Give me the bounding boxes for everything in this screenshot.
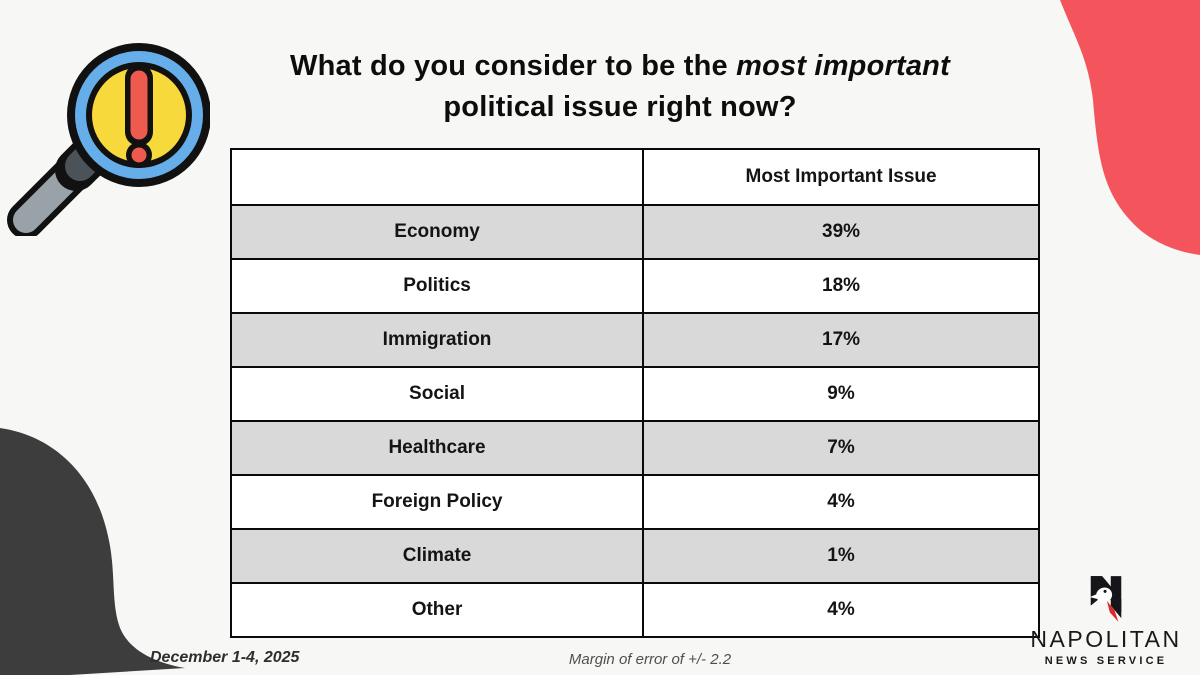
napolitan-eagle-n-icon bbox=[1089, 576, 1122, 622]
table-row: Immigration 17% bbox=[229, 312, 1040, 368]
value-cell: 4% bbox=[642, 474, 1040, 530]
value-cell: 17% bbox=[642, 312, 1040, 368]
magnifying-glass-alert-icon bbox=[7, 43, 210, 236]
red-corner-blob bbox=[1060, 0, 1200, 255]
value-cell: 7% bbox=[642, 420, 1040, 476]
table-body: Economy 39% Politics 18% Immigration 17% Socia… bbox=[229, 204, 1040, 638]
napolitan-logo: NAPOLITAN NEWS SERVICE bbox=[1026, 574, 1186, 667]
dark-corner-blob bbox=[0, 428, 185, 675]
value-cell: 18% bbox=[642, 258, 1040, 314]
value-cell: 39% bbox=[642, 204, 1040, 260]
logo-name: NAPOLITAN bbox=[1030, 626, 1182, 652]
issue-column-header bbox=[229, 148, 645, 206]
issue-cell: Social bbox=[229, 366, 645, 422]
page-title-line1: What do you consider to be the most impo… bbox=[290, 50, 950, 82]
poll-results-table: Most Important Issue Economy 39% Politics 1… bbox=[229, 148, 1040, 638]
logo-tagline: NEWS SERVICE bbox=[1044, 655, 1168, 667]
survey-date-range: December 1-4, 2025 bbox=[150, 649, 300, 666]
table-row: Climate 1% bbox=[229, 528, 1040, 584]
issue-cell: Politics bbox=[229, 258, 645, 314]
table-row: Foreign Policy 4% bbox=[229, 474, 1040, 530]
page-title-line2: political issue right now? bbox=[443, 91, 797, 124]
table-row: Social 9% bbox=[229, 366, 1040, 422]
table-row: Economy 39% bbox=[229, 204, 1040, 260]
table-row: Politics 18% bbox=[229, 258, 1040, 314]
issue-cell: Immigration bbox=[229, 312, 645, 368]
value-cell: 4% bbox=[642, 582, 1040, 638]
table-row: Other 4% bbox=[229, 582, 1040, 638]
value-column-header: Most Important Issue bbox=[642, 148, 1040, 206]
issue-cell: Foreign Policy bbox=[229, 474, 645, 530]
issue-cell: Healthcare bbox=[229, 420, 645, 476]
table-header-row: Most Important Issue bbox=[229, 148, 1040, 206]
page-title-emphasis: most important bbox=[736, 50, 950, 82]
issue-cell: Other bbox=[229, 582, 645, 638]
value-cell: 1% bbox=[642, 528, 1040, 584]
issue-cell: Climate bbox=[229, 528, 645, 584]
margin-of-error-note: Margin of error of +/- 2.2 bbox=[568, 651, 732, 668]
table-row: Healthcare 7% bbox=[229, 420, 1040, 476]
issue-cell: Economy bbox=[229, 204, 645, 260]
page-title: What do you consider to be the most impo… bbox=[235, 46, 1005, 128]
value-cell: 9% bbox=[642, 366, 1040, 422]
